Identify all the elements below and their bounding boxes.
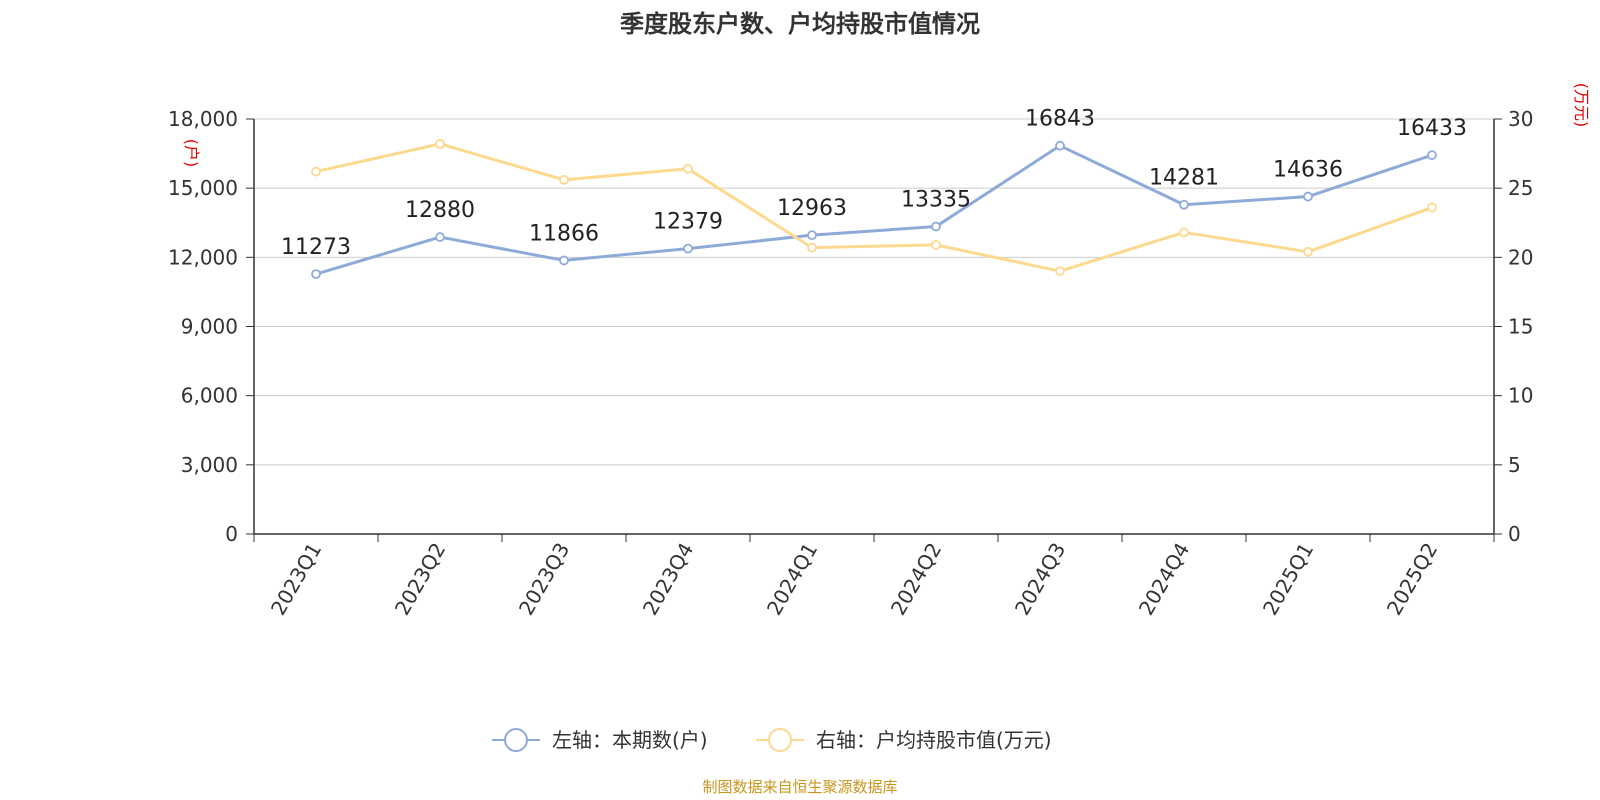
data-point-left bbox=[311, 269, 321, 279]
right-axis-tick-label: 10 bbox=[1508, 384, 1533, 408]
data-point-left bbox=[807, 230, 817, 241]
legend-marker-left bbox=[504, 728, 528, 752]
right-axis-tick-label: 5 bbox=[1508, 453, 1521, 477]
x-axis-tick-label: 2024Q1 bbox=[762, 539, 822, 620]
data-point-left bbox=[931, 221, 941, 232]
left-axis-tick-label: 18,000 bbox=[168, 107, 238, 131]
data-point-right bbox=[1303, 246, 1313, 257]
chart-title: 季度股东户数、户均持股市值情况 bbox=[620, 10, 980, 38]
data-label: 14636 bbox=[1273, 158, 1343, 183]
data-point-left bbox=[1055, 140, 1065, 151]
series-line-left bbox=[315, 144, 1433, 276]
grid-lines bbox=[254, 118, 1494, 466]
left-axis-unit: (户) bbox=[182, 139, 201, 168]
series-lines bbox=[311, 138, 1437, 279]
x-axis-tick-label: 2023Q4 bbox=[638, 539, 698, 620]
right-axis-unit: (万元) bbox=[1572, 83, 1591, 128]
data-point-right bbox=[807, 242, 817, 253]
data-point-right bbox=[931, 239, 941, 250]
axes: 0 3,000 6,000 9,000 12,000 15,000 18,000 0 5 10 15… bbox=[168, 107, 1533, 619]
x-axis-tick-label: 2024Q2 bbox=[886, 539, 946, 620]
data-label: 14281 bbox=[1149, 166, 1219, 191]
data-label: 16433 bbox=[1397, 116, 1467, 141]
data-label: 12963 bbox=[777, 196, 847, 221]
data-point-left bbox=[1303, 191, 1313, 202]
left-axis-tick-label: 12,000 bbox=[168, 245, 238, 269]
right-axis-tick-label: 30 bbox=[1508, 107, 1533, 131]
data-label: 12880 bbox=[405, 198, 475, 223]
x-axis-tick-label: 2024Q4 bbox=[1134, 539, 1194, 620]
x-axis-tick-label: 2023Q2 bbox=[390, 539, 450, 620]
right-axis-tick-label: 15 bbox=[1508, 315, 1533, 339]
source-note: 制图数据来自恒生聚源数据库 bbox=[702, 778, 897, 796]
legend-label-left: 左轴：本期数(户) bbox=[552, 728, 708, 752]
data-label: 16843 bbox=[1025, 107, 1095, 132]
series-line-right bbox=[315, 142, 1433, 273]
data-point-right bbox=[1179, 227, 1189, 238]
left-axis-tick-label: 9,000 bbox=[181, 315, 238, 339]
data-point-right bbox=[435, 138, 445, 149]
right-axis-tick-label: 20 bbox=[1508, 245, 1533, 269]
left-axis-tick-label: 3,000 bbox=[181, 453, 238, 477]
data-point-left bbox=[1179, 199, 1189, 210]
x-axis-tick-label: 2024Q3 bbox=[1010, 539, 1070, 620]
x-axis-tick-label: 2025Q2 bbox=[1382, 539, 1442, 620]
data-label: 13335 bbox=[901, 188, 971, 213]
right-axis-tick-label: 25 bbox=[1508, 176, 1533, 200]
data-labels: 11273 12880 11866 12379 12963 13335 16843 14281… bbox=[281, 107, 1467, 260]
left-axis-tick-label: 15,000 bbox=[168, 176, 238, 200]
data-point-right bbox=[1427, 202, 1437, 213]
left-axis-tick-label: 6,000 bbox=[181, 384, 238, 408]
legend-item-left[interactable]: 左轴：本期数(户) bbox=[492, 728, 708, 752]
data-label: 12379 bbox=[653, 210, 723, 235]
x-axis-tick-label: 2023Q3 bbox=[514, 539, 574, 620]
left-axis-tick-label: 0 bbox=[225, 522, 238, 546]
legend-item-right[interactable]: 右轴：户均持股市值(万元) bbox=[756, 728, 1052, 752]
data-point-right bbox=[683, 163, 693, 174]
legend-label-right: 右轴：户均持股市值(万元) bbox=[816, 728, 1052, 752]
data-point-left bbox=[1427, 150, 1437, 161]
data-point-left bbox=[683, 243, 693, 254]
data-point-left bbox=[559, 255, 569, 266]
legend-marker-right bbox=[768, 728, 792, 752]
data-point-right bbox=[1055, 266, 1065, 277]
data-point-right bbox=[311, 166, 321, 177]
x-axis-tick-label: 2023Q1 bbox=[266, 539, 326, 620]
data-point-left bbox=[435, 232, 445, 242]
data-label: 11866 bbox=[529, 221, 599, 246]
data-label: 11273 bbox=[281, 235, 351, 260]
legend: 左轴：本期数(户) 右轴：户均持股市值(万元) bbox=[492, 728, 1052, 752]
data-point-right bbox=[559, 174, 569, 185]
right-axis-tick-label: 0 bbox=[1508, 522, 1521, 546]
x-axis-tick-label: 2025Q1 bbox=[1258, 539, 1318, 620]
